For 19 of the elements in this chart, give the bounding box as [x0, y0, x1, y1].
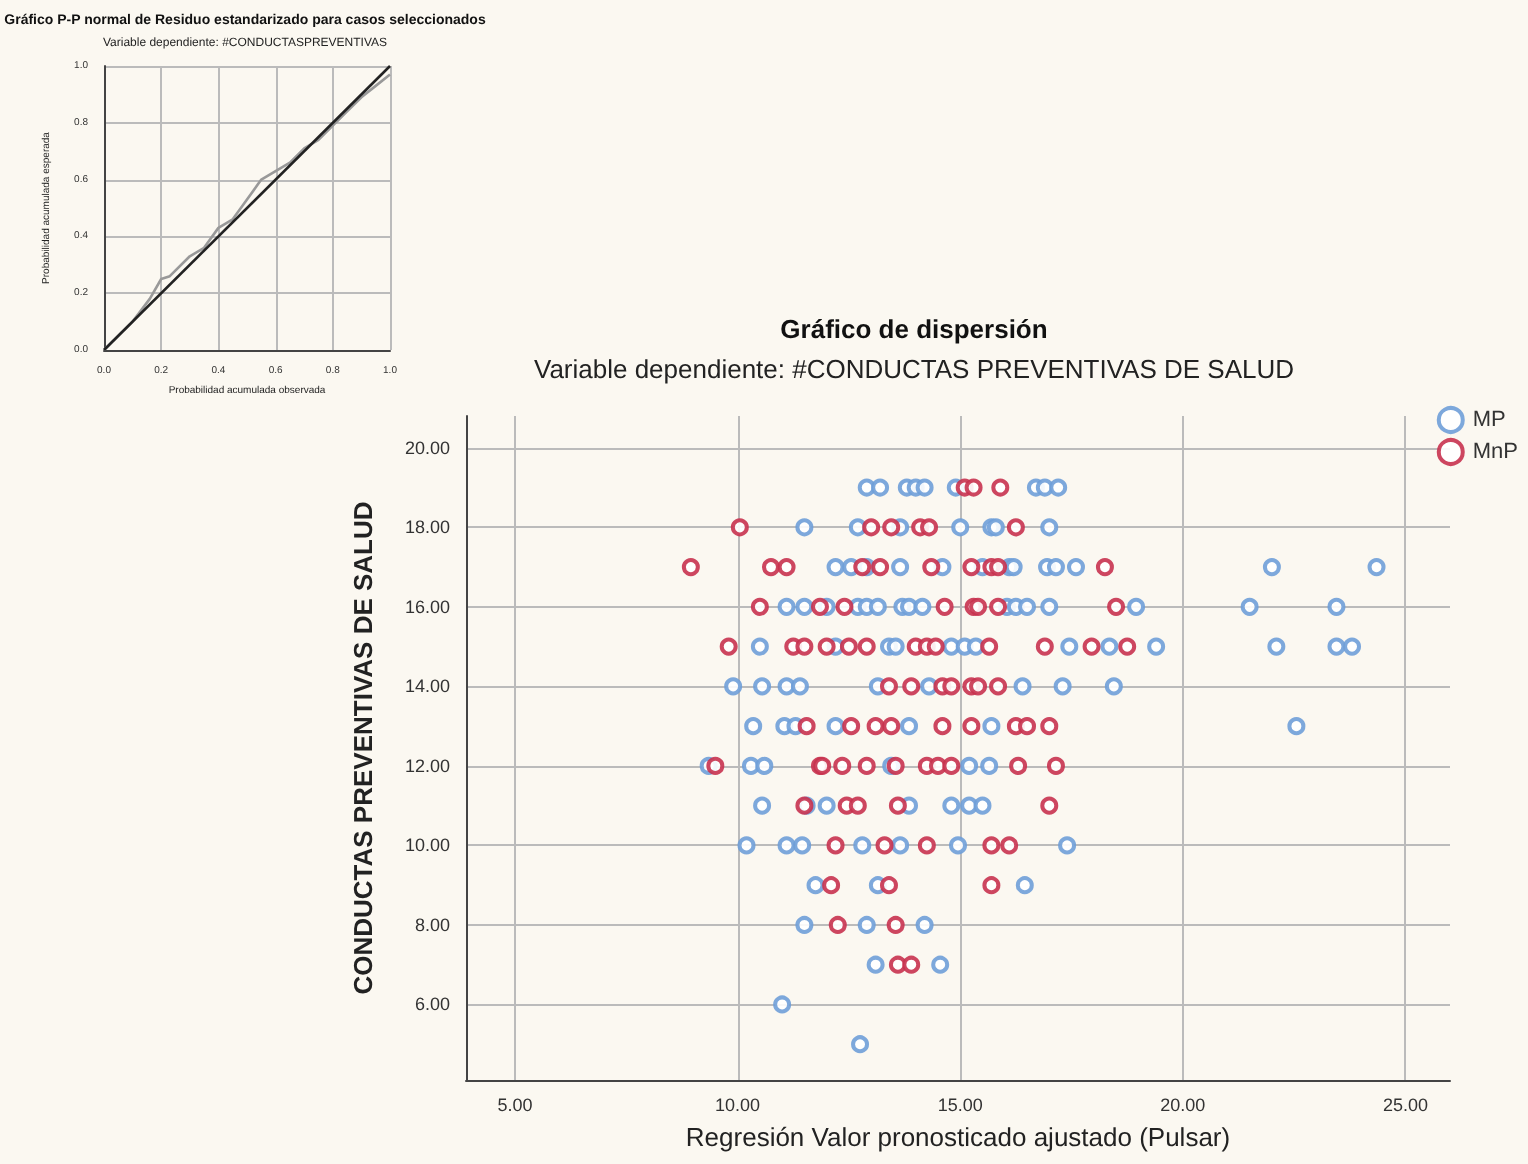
- y-tick-label: 10.00: [404, 835, 450, 856]
- x-axis-title: Regresión Valor pronosticado ajustado (Pulsar): [685, 1122, 1231, 1152]
- y-axis-title: CONDUCTAS PREVENTIVAS DE SALUD: [348, 501, 378, 995]
- y-tick-label: 6.00: [414, 994, 450, 1015]
- y-tick-label: 12.00: [404, 755, 450, 776]
- chart-title: Gráfico de dispersión: [780, 314, 1048, 344]
- y-tick-label: 8.00: [414, 914, 450, 935]
- y-tick-label: 18.00: [404, 517, 450, 538]
- x-tick-label: 20.00: [1160, 1095, 1206, 1115]
- x-tick-label: 5.00: [497, 1095, 533, 1115]
- x-tick-label: 10.00: [715, 1095, 761, 1115]
- legend-label: MP: [1472, 408, 1506, 432]
- x-tick-label: 15.00: [937, 1095, 983, 1115]
- legend-label: MnP: [1472, 440, 1519, 464]
- chart-subtitle: Variable dependiente: #CONDUCTAS PREVENTIVAS DE SALUD: [533, 354, 1295, 384]
- x-tick-label: 25.00: [1382, 1095, 1429, 1115]
- y-tick-label: 16.00: [404, 596, 450, 617]
- y-tick-label: 14.00: [404, 676, 450, 697]
- y-tick-label: 20.00: [404, 437, 450, 458]
